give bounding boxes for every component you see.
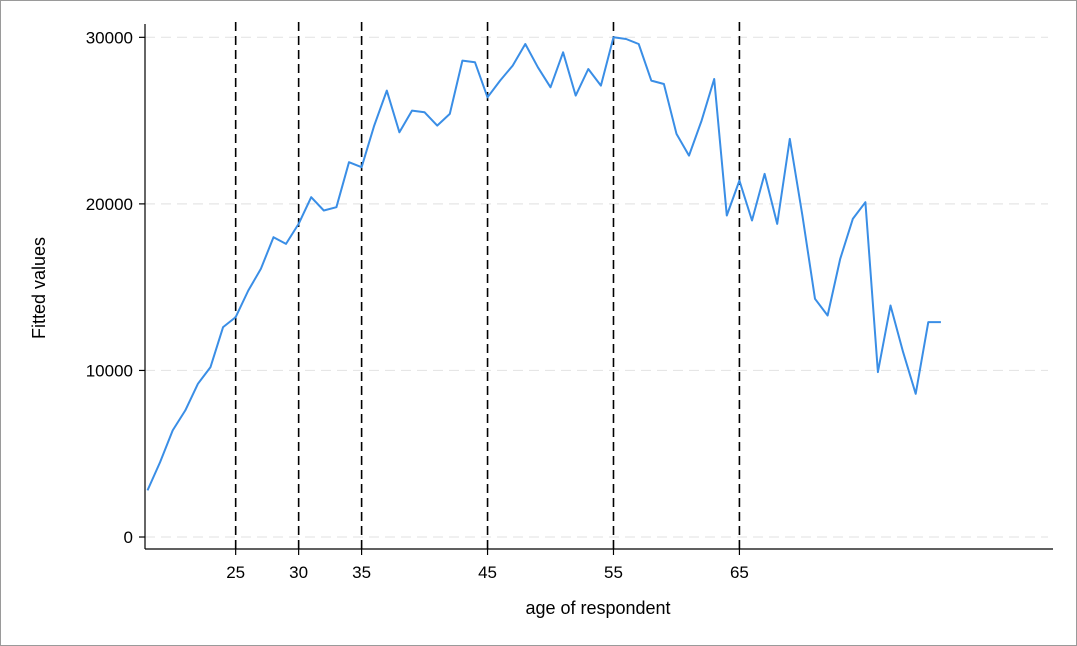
x-tick-label-45: 45 [478,563,497,582]
tick-labels: 0 10000 20000 30000 25 30 35 45 55 65 [86,28,749,582]
series-layer [146,36,941,491]
x-tick-label-25: 25 [226,563,245,582]
axes [139,24,1053,555]
y-tick-label-20000: 20000 [86,195,133,214]
y-tick-label-10000: 10000 [86,361,133,380]
x-axis-label: age of respondent [525,598,670,618]
x-tick-label-55: 55 [604,563,623,582]
x-tick-label-30: 30 [289,563,308,582]
y-tick-label-0: 0 [124,528,133,547]
reference-lines [234,22,741,549]
series-line-0 [146,36,941,491]
y-axis-label: Fitted values [29,237,49,339]
y-tick-label-30000: 30000 [86,28,133,47]
gridlines [145,36,1048,538]
x-tick-label-35: 35 [352,563,371,582]
x-tick-label-65: 65 [730,563,749,582]
